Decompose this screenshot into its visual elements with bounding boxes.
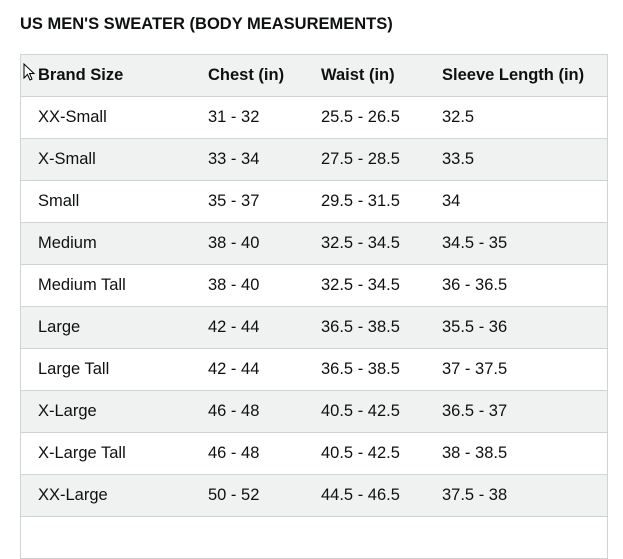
table-cell: 31 - 32	[208, 108, 260, 126]
table-cell: 42 - 44	[208, 360, 260, 378]
table-row-partial	[21, 517, 607, 559]
table-cell: XX-Large	[38, 486, 108, 504]
table-cell: 46 - 48	[208, 444, 260, 462]
table-row: X-Large Tall 46 - 48 40.5 - 42.5 38 - 38.5	[21, 433, 607, 475]
table-cell: 29.5 - 31.5	[321, 192, 400, 210]
column-header: Waist (in)	[321, 66, 395, 84]
table-cell: 33 - 34	[208, 150, 260, 168]
table-cell: Large Tall	[38, 360, 110, 378]
table-cell: 32.5 - 34.5	[321, 276, 400, 294]
table-row: Small 35 - 37 29.5 - 31.5 34	[21, 181, 607, 223]
table-row: X-Small 33 - 34 27.5 - 28.5 33.5	[21, 139, 607, 181]
table-cell: 38 - 38.5	[442, 444, 508, 462]
table-cell: Medium	[38, 234, 97, 252]
table-cell: 35 - 37	[208, 192, 260, 210]
table-cell: 33.5	[442, 150, 475, 168]
column-header: Sleeve Length (in)	[442, 66, 585, 84]
table-cell: 37 - 37.5	[442, 360, 508, 378]
page: US MEN'S SWEATER (BODY MEASUREMENTS) Bra…	[20, 15, 608, 559]
table-cell: 46 - 48	[208, 402, 260, 420]
table-cell: 36.5 - 37	[442, 402, 508, 420]
table-cell: Small	[38, 192, 80, 210]
table-cell: 27.5 - 28.5	[321, 150, 400, 168]
table-cell: 40.5 - 42.5	[321, 444, 400, 462]
table-cell: 37.5 - 38	[442, 486, 508, 504]
table-cell: X-Large	[38, 402, 97, 420]
column-header: Chest (in)	[208, 66, 285, 84]
table-row: XX-Small 31 - 32 25.5 - 26.5 32.5	[21, 97, 607, 139]
table-cell: 32.5	[442, 108, 475, 126]
table-cell: XX-Small	[38, 108, 107, 126]
table-cell: 36.5 - 38.5	[321, 360, 400, 378]
column-header: Brand Size	[38, 66, 124, 84]
mouse-cursor	[23, 63, 36, 81]
table-cell: X-Small	[38, 150, 96, 168]
table-cell: 34	[442, 192, 461, 210]
table-cell: 40.5 - 42.5	[321, 402, 400, 420]
header-row: Brand Size Chest (in) Waist (in) Sleeve Len…	[21, 55, 607, 97]
table-cell: Large	[38, 318, 81, 336]
table-cell: 38 - 40	[208, 276, 260, 294]
table-row: Medium 38 - 40 32.5 - 34.5 34.5 - 35	[21, 223, 607, 265]
table-cell: 50 - 52	[208, 486, 260, 504]
table-cell: 38 - 40	[208, 234, 260, 252]
table-cell: 25.5 - 26.5	[321, 108, 400, 126]
table-row: Large Tall 42 - 44 36.5 - 38.5 37 - 37.5	[21, 349, 607, 391]
table-cell: 36.5 - 38.5	[321, 318, 400, 336]
table-cell: 44.5 - 46.5	[321, 486, 400, 504]
table-cell: 34.5 - 35	[442, 234, 508, 252]
table-row: XX-Large 50 - 52 44.5 - 46.5 37.5 - 38	[21, 475, 607, 517]
table-row: X-Large 46 - 48 40.5 - 42.5 36.5 - 37	[21, 391, 607, 433]
table-cell: 35.5 - 36	[442, 318, 508, 336]
table-cell: Medium Tall	[38, 276, 126, 294]
table-row: Large 42 - 44 36.5 - 38.5 35.5 - 36	[21, 307, 607, 349]
table-cell: 32.5 - 34.5	[321, 234, 400, 252]
size-table: Brand Size Chest (in) Waist (in) Sleeve Len…	[20, 54, 608, 559]
table-cell: X-Large Tall	[38, 444, 126, 462]
table-cell: 42 - 44	[208, 318, 260, 336]
page-title: US MEN'S SWEATER (BODY MEASUREMENTS)	[20, 15, 393, 33]
table-row: Medium Tall 38 - 40 32.5 - 34.5 36 - 36.5	[21, 265, 607, 307]
table-cell: 36 - 36.5	[442, 276, 508, 294]
